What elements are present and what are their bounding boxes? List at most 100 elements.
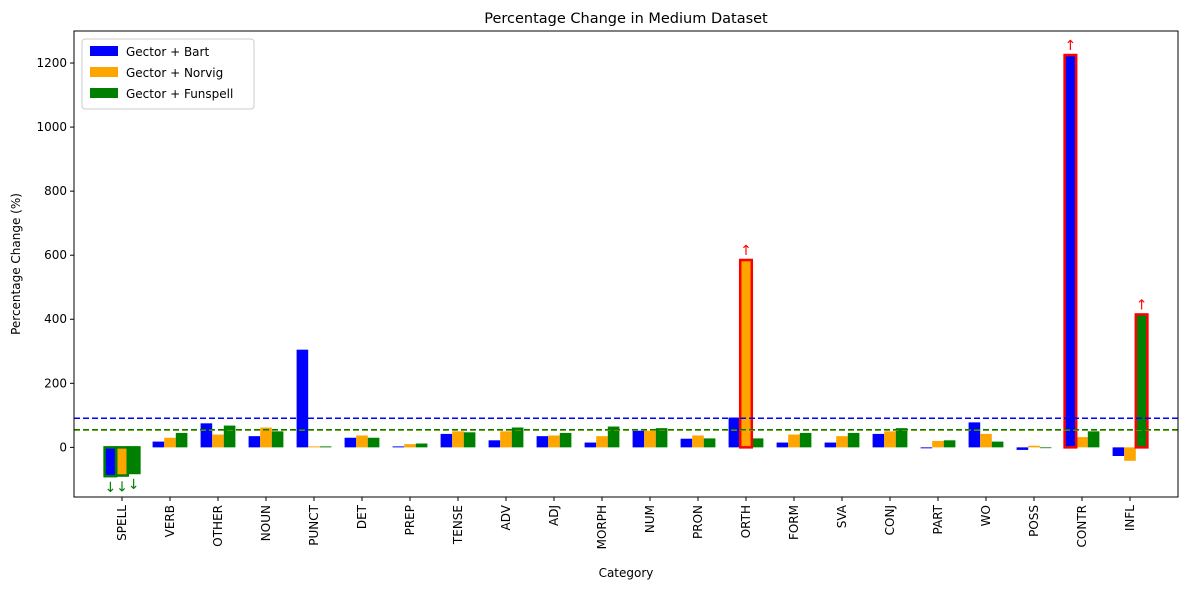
bar-form-0: [776, 442, 789, 448]
bar-infl-1: [1124, 447, 1136, 461]
bar-noun-0: [248, 436, 261, 448]
y-tick-label: 800: [44, 184, 67, 198]
x-tick-label: NUM: [643, 505, 657, 533]
bar-det-2: [367, 437, 380, 448]
bar-num-2: [655, 428, 668, 448]
plot-area: ↓ ↓ ↓↑↑↑: [74, 38, 1178, 496]
x-tick-label: TENSE: [451, 505, 465, 545]
x-tick-label: POSS: [1027, 505, 1041, 537]
bar-infl-0: [1112, 447, 1125, 457]
highlight-orth-1: [738, 258, 754, 449]
x-tick-label: DET: [355, 504, 369, 529]
y-tick-label: 1200: [36, 56, 67, 70]
x-tick-label: INFL: [1123, 505, 1137, 531]
bar-wo-2: [991, 441, 1004, 448]
bar-adv-1: [500, 431, 512, 448]
x-tick-label: SVA: [835, 504, 849, 528]
y-tick-label: 400: [44, 312, 67, 326]
up-arrow-contr-0: ↑: [1065, 38, 1077, 54]
bar-contr-2: [1087, 431, 1100, 448]
bar-adj-0: [536, 436, 549, 448]
bar-pron-1: [692, 435, 704, 448]
bar-spell-1: [116, 447, 128, 476]
bar-punct-2: [319, 446, 332, 448]
x-tick-label: NOUN: [259, 505, 273, 541]
bar-part-2: [943, 440, 956, 448]
bar-other-2: [223, 425, 236, 448]
highlight-infl-2: [1134, 313, 1149, 449]
legend-swatch-1: [90, 67, 118, 77]
bar-verb-0: [152, 441, 165, 448]
up-arrow-orth-1: ↑: [740, 243, 752, 259]
x-tick-label: ADJ: [547, 505, 561, 526]
legend-box: [81, 38, 255, 110]
bar-verb-2: [175, 432, 188, 448]
bar-num-0: [632, 430, 645, 448]
x-tick-label: ADV: [499, 504, 513, 530]
down-arrow-spell-0: ↓: [105, 480, 117, 496]
up-arrow-infl-2: ↑: [1136, 297, 1148, 313]
x-tick-label: CONJ: [883, 505, 897, 535]
bar-contr-1: [1076, 437, 1088, 448]
bar-prep-2: [415, 443, 428, 448]
x-tick-label: WO: [979, 505, 993, 526]
bar-spell-2: [127, 447, 140, 473]
bar-punct-1: [308, 446, 320, 448]
legend-label-0: Gector + Bart: [126, 45, 209, 59]
x-tick-label: PUNCT: [307, 504, 321, 545]
bar-poss-1: [1028, 445, 1040, 448]
legend-label-2: Gector + Funspell: [126, 87, 233, 101]
bar-part-1: [932, 440, 944, 448]
bar-det-0: [344, 437, 357, 448]
bar-adv-0: [488, 440, 501, 448]
y-tick-label: 200: [44, 376, 67, 390]
bar-other-1: [212, 434, 224, 448]
bar-conj-0: [872, 433, 885, 448]
legend: Gector + Bart Gector + Norvig Gector + Fun…: [81, 38, 255, 110]
bar-form-1: [788, 434, 800, 448]
x-tick-label: MORPH: [595, 505, 609, 549]
y-tick-label: 1000: [36, 120, 67, 134]
bar-pron-2: [703, 438, 716, 448]
bar-prep-1: [404, 444, 416, 448]
bar-spell-0: [104, 447, 117, 477]
down-arrow-spell-1: ↓: [116, 480, 128, 496]
chart-title: Percentage Change in Medium Dataset: [484, 11, 768, 27]
bar-noun-1: [260, 427, 272, 448]
x-tick-label: PART: [931, 504, 945, 534]
bar-poss-2: [1039, 447, 1052, 449]
down-arrow-spell-2: ↓: [128, 477, 140, 493]
y-tick-label: 0: [59, 440, 67, 454]
bar-poss-0: [1016, 447, 1029, 450]
bar-morph-0: [584, 442, 597, 448]
bar-form-2: [799, 432, 812, 448]
bar-sva-1: [836, 436, 848, 448]
bar-prep-0: [392, 446, 405, 448]
bar-tense-0: [440, 433, 453, 448]
x-tick-label: PRON: [691, 505, 705, 539]
x-tick-label: ORTH: [739, 505, 753, 538]
bar-other-0: [200, 423, 213, 448]
bar-conj-2: [895, 428, 908, 448]
x-tick-label: VERB: [163, 505, 177, 537]
bar-verb-1: [164, 437, 176, 448]
y-axis-title: Percentage Change (%): [9, 193, 23, 335]
bar-sva-2: [847, 432, 860, 448]
bar-orth-0: [728, 417, 741, 448]
bar-adv-2: [511, 427, 524, 448]
bar-adj-2: [559, 432, 572, 448]
bar-morph-1: [596, 436, 608, 448]
bar-part-0: [920, 447, 933, 449]
legend-label-1: Gector + Norvig: [126, 66, 223, 80]
bar-det-1: [356, 435, 368, 448]
bar-morph-2: [607, 426, 620, 448]
bar-orth-2: [751, 438, 764, 448]
highlight-contr-0: [1063, 53, 1078, 449]
x-tick-label: CONTR: [1075, 505, 1089, 547]
bar-noun-2: [271, 431, 284, 448]
legend-swatch-2: [90, 88, 118, 98]
bar-tense-2: [463, 432, 476, 448]
plot-frame: [73, 30, 1179, 498]
y-tick-label: 600: [44, 248, 67, 262]
